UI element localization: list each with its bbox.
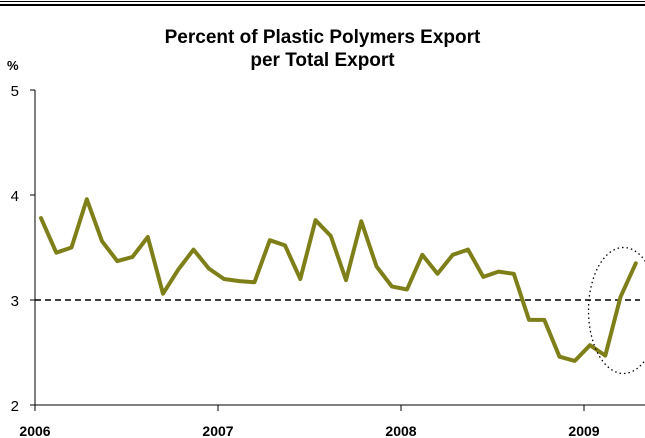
chart-title-line-2: per Total Export [250, 50, 395, 71]
series-line [39, 197, 638, 363]
x-tick-label: 2007 [202, 423, 233, 438]
highlight-ellipse [587, 246, 645, 375]
x-tick-label: 2008 [385, 423, 416, 438]
y-tick-label: 3 [11, 293, 19, 310]
y-axis-label: % [7, 58, 19, 73]
y-tick-label: 4 [11, 188, 19, 205]
x-tick-label: 2006 [19, 423, 50, 438]
y-tick-label: 5 [11, 83, 19, 100]
y-tick-label: 2 [11, 398, 19, 415]
x-tick-label: 2009 [568, 423, 599, 438]
chart-title-line-1: Percent of Plastic Polymers Export [164, 27, 481, 48]
